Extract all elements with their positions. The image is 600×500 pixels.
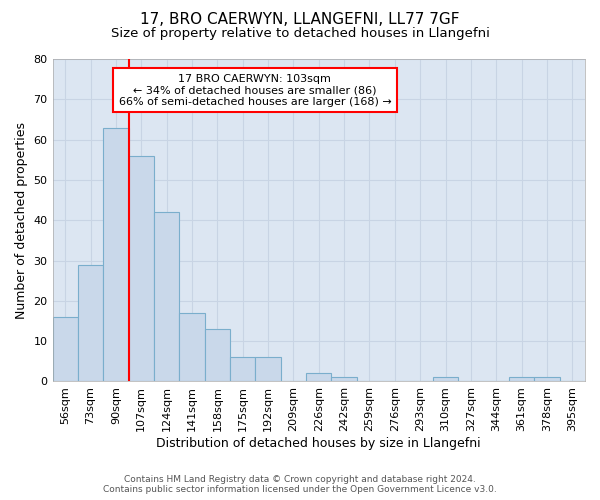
- Y-axis label: Number of detached properties: Number of detached properties: [15, 122, 28, 318]
- Bar: [331, 378, 357, 382]
- Bar: [306, 374, 331, 382]
- Bar: [534, 378, 560, 382]
- Bar: [179, 313, 205, 382]
- Bar: [154, 212, 179, 382]
- Bar: [78, 264, 103, 382]
- Bar: [256, 358, 281, 382]
- Text: 17 BRO CAERWYN: 103sqm
← 34% of detached houses are smaller (86)
66% of semi-det: 17 BRO CAERWYN: 103sqm ← 34% of detached…: [119, 74, 391, 106]
- Text: 17, BRO CAERWYN, LLANGEFNI, LL77 7GF: 17, BRO CAERWYN, LLANGEFNI, LL77 7GF: [140, 12, 460, 28]
- Bar: [205, 329, 230, 382]
- Bar: [128, 156, 154, 382]
- Bar: [53, 317, 78, 382]
- Text: Contains HM Land Registry data © Crown copyright and database right 2024.: Contains HM Land Registry data © Crown c…: [124, 475, 476, 484]
- Bar: [230, 358, 256, 382]
- Text: Contains public sector information licensed under the Open Government Licence v3: Contains public sector information licen…: [103, 485, 497, 494]
- Bar: [433, 378, 458, 382]
- Text: Size of property relative to detached houses in Llangefni: Size of property relative to detached ho…: [110, 28, 490, 40]
- Bar: [509, 378, 534, 382]
- Bar: [103, 128, 128, 382]
- X-axis label: Distribution of detached houses by size in Llangefni: Distribution of detached houses by size …: [157, 437, 481, 450]
